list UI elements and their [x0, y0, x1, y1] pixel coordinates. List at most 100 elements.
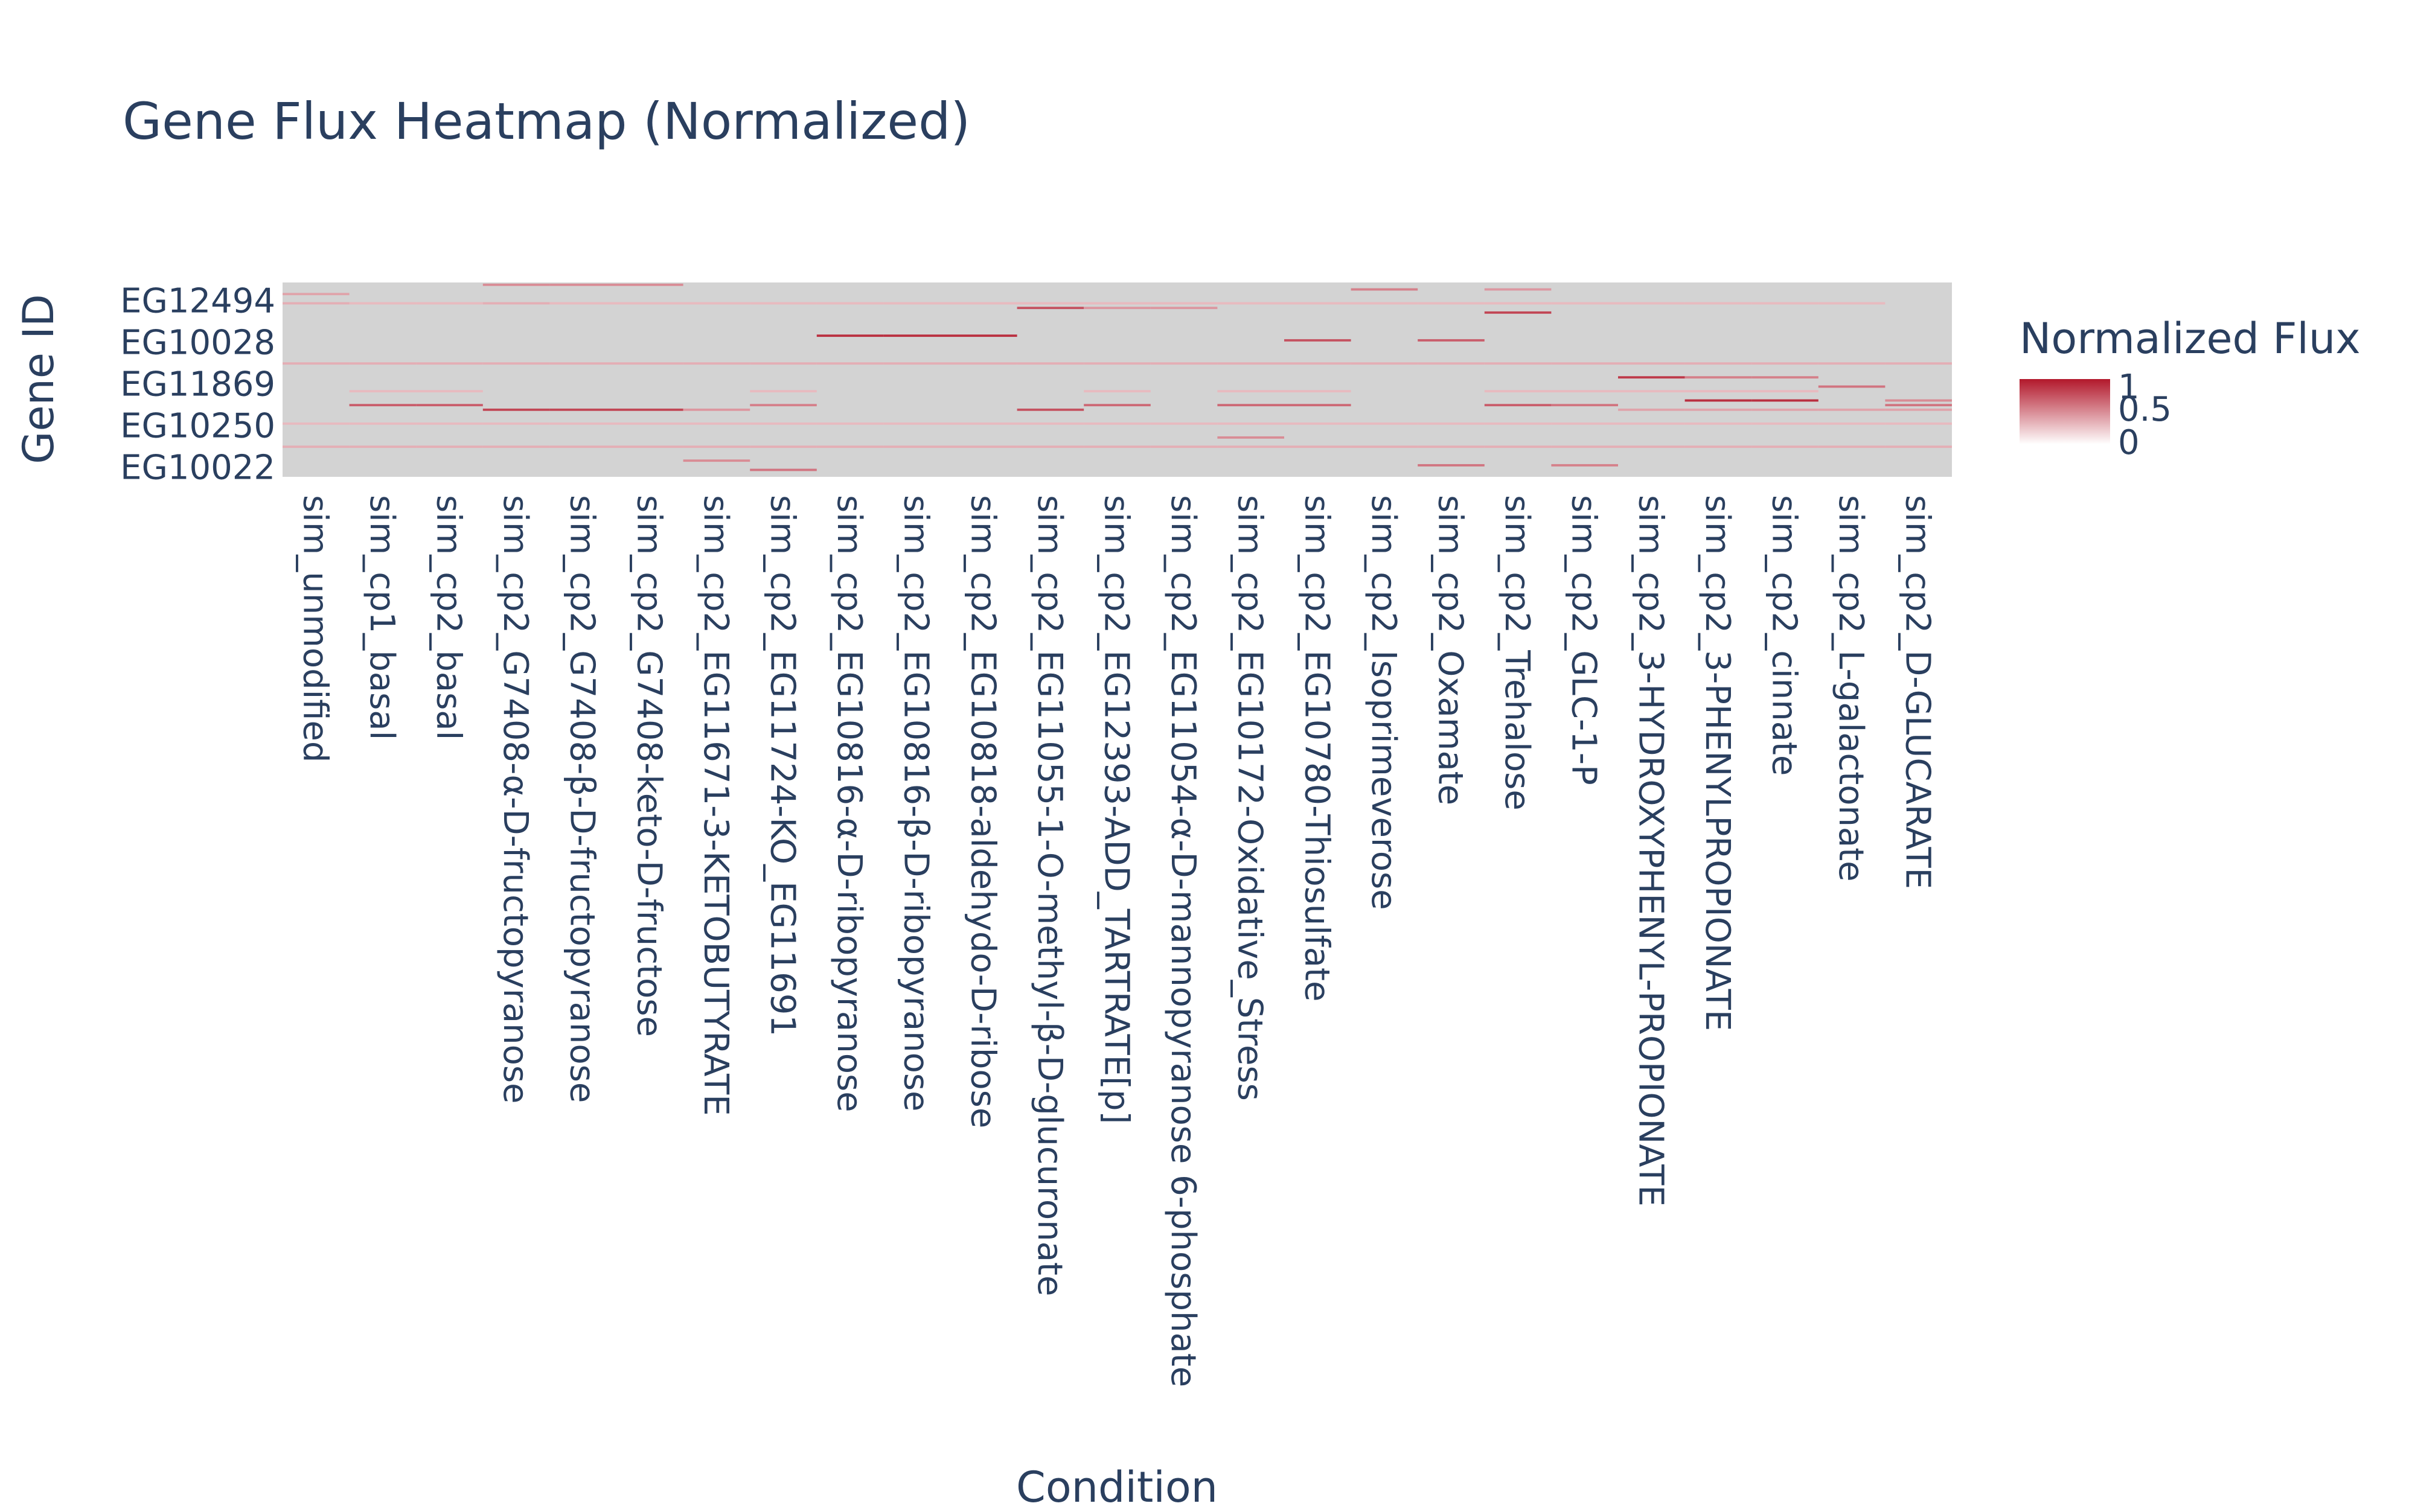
- x-axis-ticks: sim_unmodified sim_cp1_basal sim_cp2_basal…: [295, 495, 1937, 1387]
- heatmap-cell: [1351, 288, 1418, 291]
- heatmap-cell: [683, 445, 750, 448]
- heatmap-cell: [816, 445, 884, 448]
- heatmap-cell: [950, 445, 1017, 448]
- heatmap-cell: [1818, 445, 1886, 448]
- x-tick-label: sim_cp2_G7408-α-D-fructopyranose: [496, 495, 535, 1103]
- heatmap-cell: [1484, 362, 1552, 365]
- x-tick-label: sim_cp2_EG12393-ADD_TARTRATE[p]: [1097, 495, 1136, 1124]
- x-tick-label: sim_cp2_L-galactonate: [1831, 495, 1870, 882]
- colorbar-tick-1: 1: [2118, 368, 2140, 407]
- heatmap-cell: [683, 459, 750, 462]
- heatmap-cell: [1284, 404, 1351, 407]
- heatmap-cell: [1818, 302, 1886, 305]
- heatmap-cell: [1084, 390, 1151, 393]
- heatmap-cell: [1150, 445, 1218, 448]
- heatmap-cell: [1084, 302, 1151, 305]
- heatmap-cell: [283, 445, 350, 448]
- heatmap-cell: [1684, 376, 1752, 379]
- chart-title: Gene Flux Heatmap (Normalized): [123, 92, 970, 151]
- y-axis-title: Gene ID: [14, 294, 63, 464]
- heatmap-cell: [1551, 464, 1618, 467]
- heatmap-cell: [1684, 445, 1752, 448]
- heatmap-cell: [416, 422, 483, 425]
- heatmap-cell: [549, 408, 616, 411]
- heatmap-cell: [1551, 302, 1618, 305]
- x-tick-label: sim_cp2_EG11054-α-D-mannopyranose 6-phos…: [1163, 495, 1203, 1387]
- heatmap-cell: [950, 362, 1017, 365]
- heatmap-cell: [1217, 390, 1284, 393]
- colorbar-tick-0.5: 0.5: [2118, 390, 2172, 429]
- heatmap-cell: [883, 334, 950, 337]
- heatmap-cell: [1885, 399, 1952, 402]
- heatmap-cell: [1217, 436, 1284, 439]
- heatmap-cell: [349, 404, 417, 407]
- heatmap-cell: [1084, 422, 1151, 425]
- x-tick-label: sim_cp2_Trehalose: [1497, 495, 1537, 811]
- x-tick-label: sim_cp2_EG11055-1-O-methyl-β-D-glucurona…: [1030, 495, 1069, 1296]
- heatmap-cell: [1551, 390, 1618, 393]
- x-tick-label: sim_cp2_GLC-1-P: [1564, 495, 1604, 785]
- heatmap-cell: [1885, 362, 1952, 365]
- x-tick-label: sim_unmodified: [295, 495, 334, 762]
- heatmap-cell: [616, 283, 683, 286]
- heatmap-cell: [1284, 422, 1351, 425]
- heatmap-cell: [1150, 307, 1218, 310]
- heatmap-cell: [1284, 339, 1351, 342]
- heatmap-cell: [1684, 408, 1752, 411]
- x-tick-label: sim_cp2_EG11724-KO_EG11691: [763, 495, 802, 1036]
- heatmap-cell: [1551, 422, 1618, 425]
- heatmap-cell: [549, 422, 616, 425]
- heatmap-cell: [1418, 362, 1485, 365]
- y-tick-label: EG10250: [120, 407, 275, 446]
- x-tick-label: sim_cp2_EG10818-aldehydo-D-ribose: [963, 495, 1002, 1128]
- x-tick-label: sim_cp1_basal: [362, 495, 401, 740]
- heatmap-cell: [1751, 302, 1818, 305]
- heatmap-cell: [616, 302, 683, 305]
- heatmap-cell: [816, 362, 884, 365]
- heatmap-cell: [416, 362, 483, 365]
- heatmap-cell: [1017, 362, 1084, 365]
- heatmap-cell: [683, 422, 750, 425]
- heatmap-cell: [950, 334, 1017, 337]
- x-tick-label: sim_cp2_G7408-β-D-fructopyranose: [563, 495, 602, 1103]
- heatmap-cell: [1284, 445, 1351, 448]
- heatmap-cell: [1284, 362, 1351, 365]
- heatmap-cell: [1017, 445, 1084, 448]
- y-tick-label: EG11869: [120, 365, 275, 404]
- heatmap-cell: [1618, 408, 1685, 411]
- heatmap-cell: [416, 302, 483, 305]
- heatmap-cell: [416, 390, 483, 393]
- heatmap-cell: [750, 468, 817, 471]
- heatmap-cell: [1684, 422, 1752, 425]
- heatmap-cell: [349, 422, 417, 425]
- heatmap-cell: [750, 390, 817, 393]
- heatmap-cell: [482, 302, 550, 305]
- x-tick-label: sim_cp2_Oxamate: [1431, 495, 1470, 805]
- heatmap-cell: [1885, 445, 1952, 448]
- x-tick-label: sim_cp2_3-PHENYLPROPIONATE: [1698, 495, 1737, 1031]
- heatmap-cell: [616, 408, 683, 411]
- heatmap-cell: [1751, 408, 1818, 411]
- heatmap-cell: [1150, 362, 1218, 365]
- heatmap-cell: [1484, 404, 1552, 407]
- heatmap-cell: [549, 302, 616, 305]
- heatmap-cell: [349, 302, 417, 305]
- x-tick-label: sim_cp2_EG10172-Oxidative_Stress: [1230, 495, 1270, 1101]
- heatmap-cell: [1351, 422, 1418, 425]
- heatmap-cell: [1551, 404, 1618, 407]
- heatmap-cell: [1418, 422, 1485, 425]
- heatmap-cell: [349, 445, 417, 448]
- colorbar: Normalized Flux 1 0.5 0: [2020, 314, 2361, 462]
- heatmap-cell: [482, 362, 550, 365]
- heatmap-cell: [283, 293, 350, 296]
- heatmap-cell: [349, 390, 417, 393]
- heatmap-cell: [750, 302, 817, 305]
- heatmap-cell: [482, 422, 550, 425]
- x-tick-label: sim_cp2_EG10816-β-D-ribopyranose: [897, 495, 936, 1111]
- heatmap-cell: [616, 362, 683, 365]
- heatmap-cell: [1484, 311, 1552, 314]
- heatmap-cell: [349, 362, 417, 365]
- heatmap-cell: [1351, 445, 1418, 448]
